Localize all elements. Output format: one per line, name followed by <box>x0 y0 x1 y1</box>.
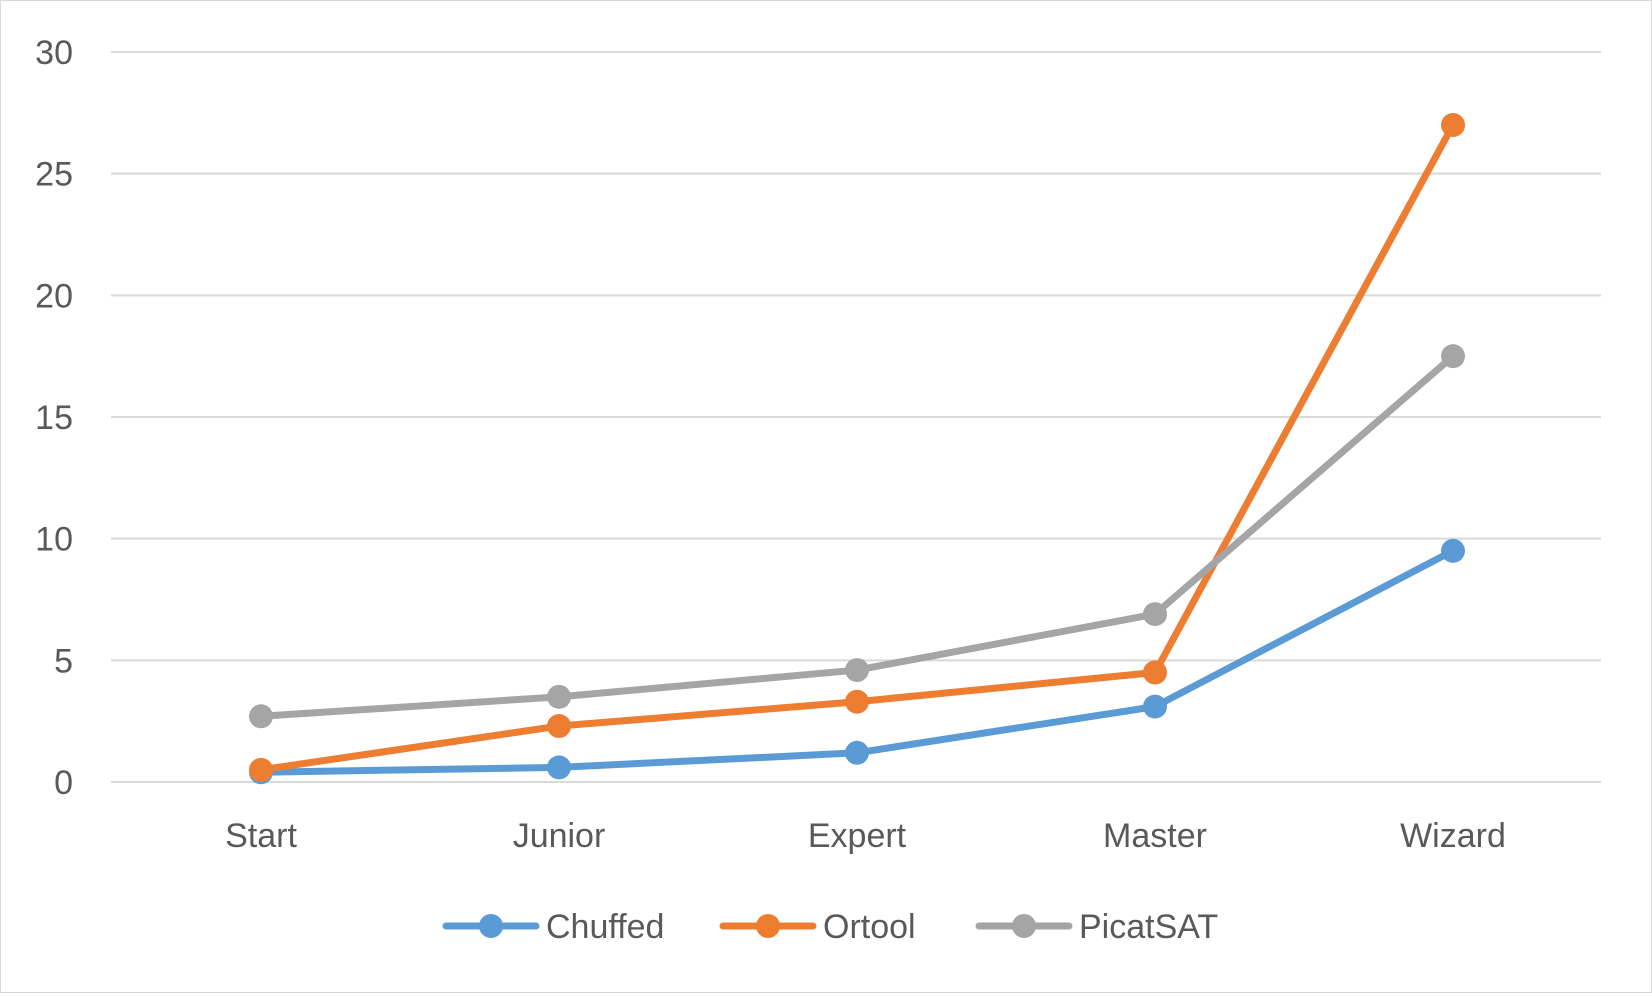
data-point <box>249 757 273 782</box>
series-chuffed <box>249 538 1465 785</box>
x-axis-categories: Start Junior Expert Master Wizard <box>225 817 1506 855</box>
data-point <box>1441 538 1465 563</box>
data-point <box>1143 694 1167 719</box>
series-ortool <box>249 113 1465 782</box>
data-point <box>1143 660 1167 685</box>
y-tick-label: 15 <box>35 399 73 437</box>
data-point <box>845 740 869 765</box>
data-point <box>1143 602 1167 627</box>
legend-swatch-marker <box>1012 914 1036 938</box>
data-point <box>845 658 869 683</box>
data-point <box>845 689 869 714</box>
x-category-label: Start <box>225 817 297 855</box>
y-tick-label: 10 <box>35 521 73 559</box>
legend-label: PicatSAT <box>1079 908 1218 946</box>
legend-item-ortool: Ortool <box>719 908 916 946</box>
x-category-label: Wizard <box>1400 817 1506 855</box>
x-category-label: Junior <box>513 817 606 855</box>
data-point <box>1441 344 1465 369</box>
y-tick-label: 25 <box>35 156 73 194</box>
series-lines <box>249 113 1465 785</box>
data-point <box>547 714 571 739</box>
y-tick-label: 0 <box>54 764 73 802</box>
legend-item-picatsat: PicatSAT <box>975 908 1218 946</box>
legend-swatch-marker <box>756 914 780 938</box>
y-axis-ticks: 0 5 10 15 20 25 30 <box>35 34 73 802</box>
x-category-label: Expert <box>808 817 907 855</box>
legend-label: Chuffed <box>546 908 664 946</box>
series-picatsat <box>249 344 1465 729</box>
legend-item-chuffed: Chuffed <box>442 908 664 946</box>
y-tick-label: 20 <box>35 277 73 315</box>
data-point <box>1441 113 1465 137</box>
y-tick-label: 30 <box>35 34 73 72</box>
data-point <box>547 755 571 780</box>
x-category-label: Master <box>1103 817 1207 855</box>
legend: Chuffed Ortool PicatSAT <box>442 908 1218 946</box>
data-point <box>547 684 571 709</box>
data-point <box>249 704 273 729</box>
gridlines <box>111 51 1601 783</box>
legend-swatch-marker <box>479 914 503 938</box>
y-tick-label: 5 <box>54 642 73 680</box>
legend-label: Ortool <box>823 908 916 946</box>
